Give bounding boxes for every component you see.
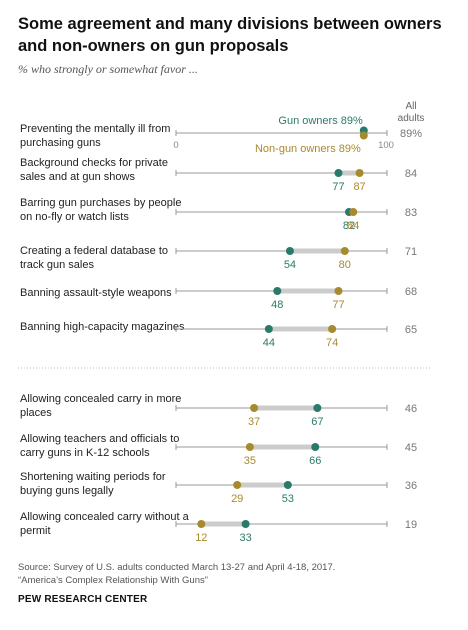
nonowners-dot bbox=[340, 247, 349, 255]
nonowners-dot bbox=[355, 169, 364, 177]
all-adults-value: 68 bbox=[405, 286, 417, 298]
nonowners-dot bbox=[328, 325, 337, 333]
legend-owners-label: Gun owners 89% bbox=[278, 115, 363, 127]
owners-value-label: 33 bbox=[240, 532, 252, 544]
owners-dot bbox=[311, 443, 320, 451]
chart-subtitle: % who strongly or somewhat favor ... bbox=[18, 62, 198, 76]
row-label: Shortening waiting periods for buying gu… bbox=[20, 471, 166, 497]
source-line-1: Source: Survey of U.S. adults conducted … bbox=[18, 562, 336, 573]
all-adults-value: 45 bbox=[405, 442, 417, 454]
all-adults-value: 65 bbox=[405, 324, 417, 336]
legend-nonowners-label: Non-gun owners 89% bbox=[255, 143, 361, 155]
all-adults-value: 71 bbox=[405, 246, 417, 258]
owners-value-label: 54 bbox=[284, 259, 296, 271]
all-adults-value: 84 bbox=[405, 168, 417, 180]
nonowners-dot bbox=[197, 520, 206, 528]
owners-value-label: 48 bbox=[271, 299, 283, 311]
dot-plot: Gun owners 89% Non-gun owners 89% 0 100 89% 7… bbox=[18, 115, 430, 544]
owners-dot bbox=[285, 247, 294, 255]
owners-dot bbox=[273, 287, 282, 295]
owners-value-label: 67 bbox=[311, 416, 323, 428]
nonowners-value-label: 74 bbox=[326, 337, 338, 349]
all-adults-value: 83 bbox=[405, 207, 417, 219]
nonowners-value-label: 12 bbox=[195, 532, 207, 544]
owners-value-label: 82 bbox=[343, 220, 355, 232]
row-label: Allowing teachers and officials to carry… bbox=[20, 433, 180, 459]
nonowners-value-label: 80 bbox=[339, 259, 351, 271]
nonowners-value-label: 29 bbox=[231, 493, 243, 505]
nonowners-value-label: 87 bbox=[353, 181, 365, 193]
all-adults-value: 36 bbox=[405, 480, 417, 492]
chart-title: Some agreement and many divisions betwee… bbox=[18, 15, 442, 55]
pew-logo: PEW RESEARCH CENTER bbox=[18, 594, 148, 605]
axis-tick-label-100: 100 bbox=[378, 140, 394, 151]
nonowners-dot bbox=[359, 131, 368, 140]
all-adults-header-line2: adults bbox=[397, 113, 425, 124]
nonowners-value-label: 37 bbox=[248, 416, 260, 428]
all-adults-header: All adults bbox=[396, 101, 426, 125]
row-label: Preventing the mentally ill from purchas… bbox=[20, 123, 171, 149]
all-adults-value: 46 bbox=[405, 403, 417, 415]
owners-dot bbox=[241, 520, 250, 528]
nonowners-dot bbox=[245, 443, 254, 451]
row-label: Creating a federal database to track gun… bbox=[20, 245, 168, 271]
owners-dot bbox=[334, 169, 343, 177]
all-adults-value: 19 bbox=[405, 519, 417, 531]
row-label: Background checks for private sales and … bbox=[20, 157, 168, 183]
row-label: Allowing concealed carry in more places bbox=[20, 393, 182, 419]
all-adults-value: 89% bbox=[400, 128, 422, 140]
row-label: Banning high-capacity magazines bbox=[20, 321, 185, 333]
nonowners-value-label: 35 bbox=[244, 455, 256, 467]
all-adults-header-line1: All bbox=[405, 101, 417, 112]
row-label: Allowing concealed carry without a permi… bbox=[20, 511, 189, 537]
source-line-2: “America’s Complex Relationship With Gun… bbox=[18, 575, 208, 586]
owners-dot bbox=[313, 404, 322, 412]
nonowners-dot bbox=[250, 404, 259, 412]
nonowners-value-label: 77 bbox=[332, 299, 344, 311]
source-note: Source: Survey of U.S. adults conducted … bbox=[18, 561, 458, 587]
owners-value-label: 53 bbox=[282, 493, 294, 505]
row-label: Banning assault-style weapons bbox=[20, 287, 172, 299]
nonowners-value-label: 84 bbox=[347, 220, 359, 232]
owners-value-label: 66 bbox=[309, 455, 321, 467]
owners-dot bbox=[264, 325, 273, 333]
owners-dot bbox=[283, 481, 292, 489]
owners-value-label: 44 bbox=[263, 337, 275, 349]
row-label: Barring gun purchases by people on no-fl… bbox=[20, 197, 182, 223]
axis-tick-label-0: 0 bbox=[173, 140, 178, 151]
nonowners-dot bbox=[349, 208, 358, 216]
nonowners-dot bbox=[334, 287, 343, 295]
nonowners-dot bbox=[233, 481, 242, 489]
owners-value-label: 77 bbox=[332, 181, 344, 193]
